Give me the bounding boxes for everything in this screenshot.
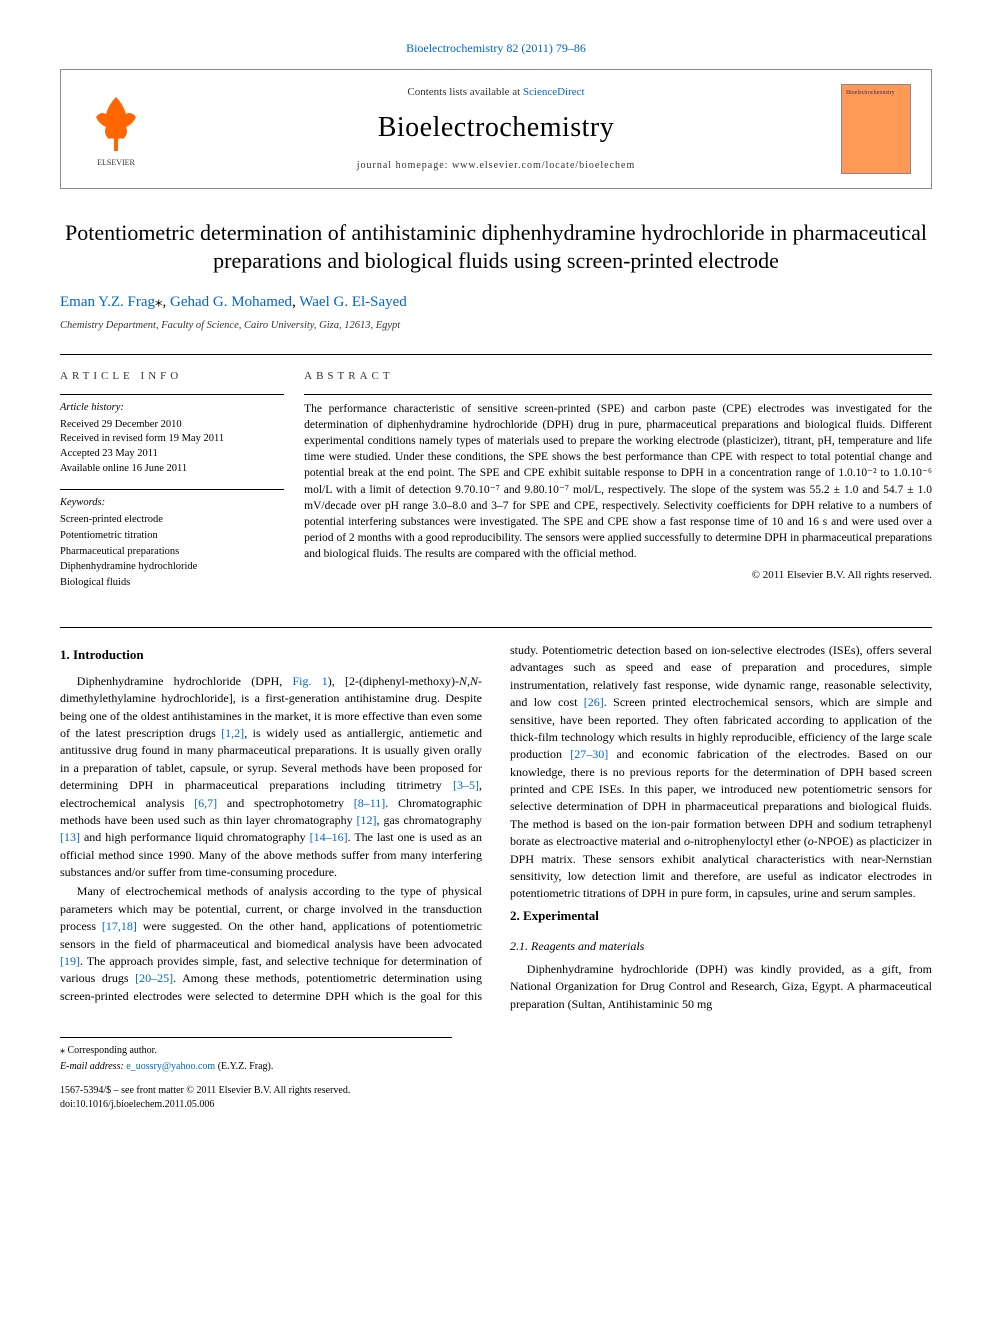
- text: -nitrophenyloctyl ether (: [690, 834, 808, 848]
- article-info-column: ARTICLE INFO Article history: Received 2…: [60, 369, 304, 603]
- italic-text: N,N: [459, 674, 478, 688]
- text: Diphenhydramine hydrochloride (DPH,: [77, 674, 293, 688]
- citation[interactable]: [1,2]: [221, 726, 244, 740]
- journal-header: ELSEVIER Contents lists available at Sci…: [60, 69, 932, 189]
- accepted-date: Accepted 23 May 2011: [60, 447, 284, 462]
- citation[interactable]: [27–30]: [570, 747, 608, 761]
- keyword-1: Screen-printed electrode: [60, 512, 284, 528]
- cover-label: Bioelectrochemistry: [846, 89, 895, 97]
- journal-name: Bioelectrochemistry: [171, 108, 821, 147]
- text: ), [2-(diphenyl-methoxy)-: [328, 674, 459, 688]
- revised-date: Received in revised form 19 May 2011: [60, 432, 284, 447]
- article-history: Article history: Received 29 December 20…: [60, 394, 284, 476]
- homepage-prefix: journal homepage:: [357, 160, 452, 171]
- elsevier-text: ELSEVIER: [97, 158, 135, 167]
- text: , gas chromatography: [377, 813, 482, 827]
- header-center: Contents lists available at ScienceDirec…: [171, 85, 821, 174]
- citation[interactable]: [8–11]: [354, 796, 386, 810]
- intro-paragraph-1: Diphenhydramine hydrochloride (DPH, Fig.…: [60, 673, 482, 882]
- citation[interactable]: [19]: [60, 954, 80, 968]
- abstract-label: ABSTRACT: [304, 369, 932, 384]
- article-body: 1. Introduction Diphenhydramine hydrochl…: [60, 627, 932, 1013]
- email-line: E-mail address: e_uossry@yahoo.com (E.Y.…: [60, 1060, 452, 1074]
- journal-homepage-line: journal homepage: www.elsevier.com/locat…: [171, 159, 821, 173]
- doi-block: 1567-5394/$ – see front matter © 2011 El…: [60, 1084, 452, 1112]
- keyword-4: Diphenhydramine hydrochloride: [60, 559, 284, 575]
- elsevier-tree-icon: ELSEVIER: [81, 89, 151, 169]
- experimental-paragraph-1: Diphenhydramine hydrochloride (DPH) was …: [510, 961, 932, 1013]
- author-2[interactable]: Gehad G. Mohamed: [170, 294, 292, 310]
- abstract-column: ABSTRACT The performance characteristic …: [304, 369, 932, 603]
- issn-line: 1567-5394/$ – see front matter © 2011 El…: [60, 1084, 452, 1098]
- sciencedirect-link[interactable]: ScienceDirect: [523, 86, 585, 98]
- meta-abstract-row: ARTICLE INFO Article history: Received 2…: [60, 354, 932, 603]
- contents-prefix: Contents lists available at: [407, 86, 522, 98]
- citation[interactable]: [13]: [60, 830, 80, 844]
- introduction-heading: 1. Introduction: [60, 646, 482, 665]
- keyword-3: Pharmaceutical preparations: [60, 544, 284, 560]
- online-date: Available online 16 June 2011: [60, 462, 284, 477]
- corr-mark: ⁎: [155, 294, 163, 310]
- citation[interactable]: [3–5]: [453, 778, 479, 792]
- citation[interactable]: [20–25]: [135, 971, 173, 985]
- text: and high performance liquid chromatograp…: [80, 830, 310, 844]
- journal-reference[interactable]: Bioelectrochemistry 82 (2011) 79–86: [60, 40, 932, 57]
- email-who: (E.Y.Z. Frag).: [215, 1061, 273, 1072]
- elsevier-logo: ELSEVIER: [81, 89, 151, 169]
- corresponding-author-note: ⁎ Corresponding author.: [60, 1044, 452, 1058]
- history-heading: Article history:: [60, 401, 284, 416]
- experimental-heading: 2. Experimental: [510, 907, 932, 926]
- author-list: Eman Y.Z. Frag⁎, Gehad G. Mohamed, Wael …: [60, 292, 932, 313]
- text: and spectrophotometry: [217, 796, 354, 810]
- citation[interactable]: [26]: [584, 695, 604, 709]
- footer-block: ⁎ Corresponding author. E-mail address: …: [60, 1037, 452, 1112]
- keyword-2: Potentiometric titration: [60, 528, 284, 544]
- keyword-5: Biological fluids: [60, 575, 284, 591]
- author-1[interactable]: Eman Y.Z. Frag: [60, 294, 155, 310]
- citation[interactable]: [12]: [357, 813, 377, 827]
- corr-text: Corresponding author.: [65, 1045, 157, 1056]
- contents-available-line: Contents lists available at ScienceDirec…: [171, 85, 821, 100]
- reagents-subheading: 2.1. Reagents and materials: [510, 938, 932, 955]
- keywords-block: Keywords: Screen-printed electrode Poten…: [60, 489, 284, 591]
- affiliation: Chemistry Department, Faculty of Science…: [60, 319, 932, 334]
- citation[interactable]: [6,7]: [194, 796, 217, 810]
- abstract-copyright: © 2011 Elsevier B.V. All rights reserved…: [304, 568, 932, 583]
- citation[interactable]: [17,18]: [102, 919, 137, 933]
- journal-cover-thumbnail: Bioelectrochemistry: [841, 84, 911, 174]
- author-3[interactable]: Wael G. El-Sayed: [299, 294, 407, 310]
- email-link[interactable]: e_uossry@yahoo.com: [126, 1061, 215, 1072]
- article-title: Potentiometric determination of antihist…: [60, 219, 932, 276]
- article-info-label: ARTICLE INFO: [60, 369, 284, 384]
- citation[interactable]: [14–16]: [310, 830, 348, 844]
- email-label: E-mail address:: [60, 1061, 126, 1072]
- keywords-heading: Keywords:: [60, 496, 284, 511]
- homepage-url[interactable]: www.elsevier.com/locate/bioelechem: [452, 160, 635, 171]
- author-sep: ,: [163, 294, 171, 310]
- doi-line: doi:10.1016/j.bioelechem.2011.05.006: [60, 1098, 452, 1112]
- figure-ref[interactable]: Fig. 1: [293, 674, 328, 688]
- received-date: Received 29 December 2010: [60, 418, 284, 433]
- abstract-text: The performance characteristic of sensit…: [304, 394, 932, 562]
